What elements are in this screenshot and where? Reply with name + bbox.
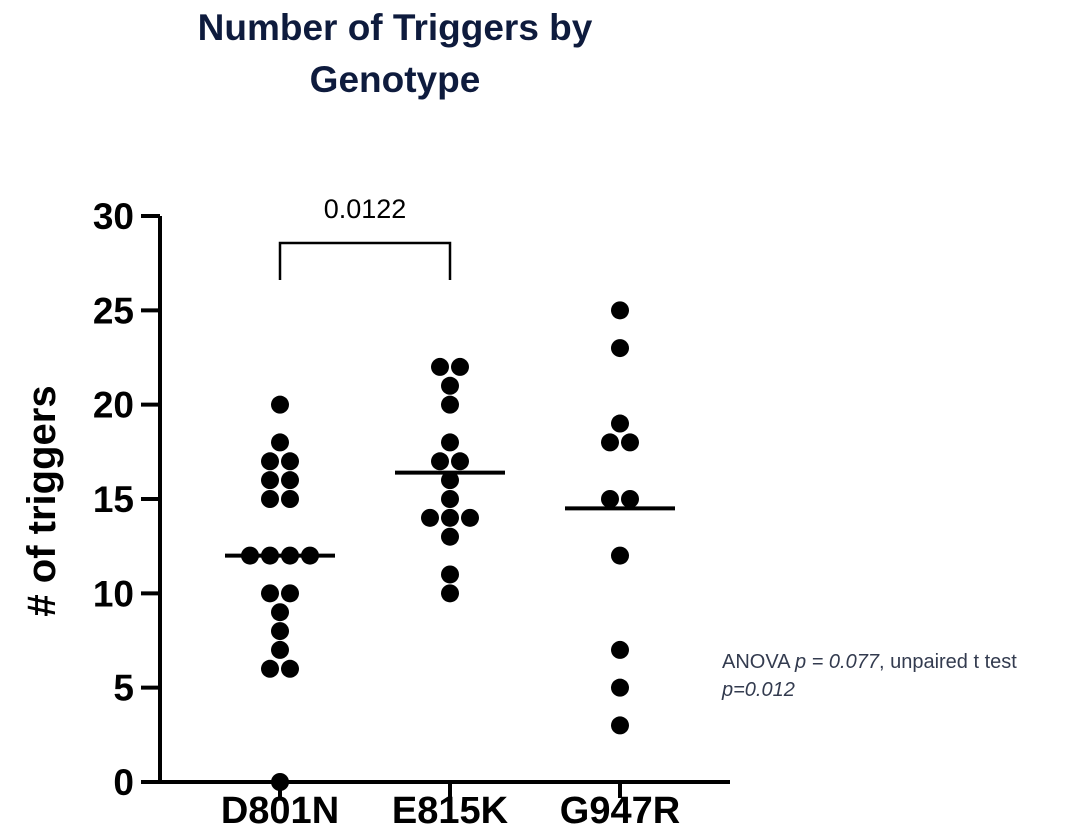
data-point-d801n xyxy=(281,659,299,678)
chart-title-line-2: Genotype xyxy=(309,59,481,100)
data-point-g947r xyxy=(621,433,639,452)
note-ttest-value: p=0.012 xyxy=(722,679,795,701)
data-point-g947r xyxy=(611,414,629,433)
data-point-d801n xyxy=(281,490,299,508)
data-point-e815k xyxy=(421,508,439,527)
y-axis-label: # of triggers xyxy=(20,385,64,616)
data-point-e815k xyxy=(461,508,479,527)
data-point-e815k xyxy=(441,527,459,546)
data-point-d801n xyxy=(271,433,289,452)
chart-title-line-1: Number of Triggers by xyxy=(197,7,593,48)
data-point-g947r xyxy=(611,546,629,565)
y-axis: 0 5 10 15 20 25 30 xyxy=(93,196,162,803)
x-axis: D801N E815K G947R xyxy=(158,780,730,832)
data-point-e815k xyxy=(441,508,459,527)
y-tick-label: 0 xyxy=(113,762,134,803)
note-p-symbol: p xyxy=(795,651,807,673)
data-point-e815k xyxy=(451,452,469,471)
y-tick-label: 20 xyxy=(93,385,134,426)
data-point-g947r xyxy=(601,490,619,508)
y-tick-label: 30 xyxy=(93,196,134,237)
data-point-d801n xyxy=(271,395,289,414)
data-point-d801n xyxy=(261,471,279,490)
data-point-g947r xyxy=(621,490,639,508)
data-point-d801n xyxy=(271,773,289,791)
data-point-d801n xyxy=(281,471,299,490)
data-point-e815k xyxy=(451,357,469,376)
data-point-e815k xyxy=(441,471,459,490)
data-point-d801n xyxy=(261,659,279,678)
data-point-g947r xyxy=(611,301,629,320)
comparison-bracket: 0.0122 xyxy=(278,194,452,280)
data-point-e815k xyxy=(441,395,459,414)
data-point-e815k xyxy=(431,357,449,376)
chart-title: Number of Triggers by Genotype xyxy=(125,2,665,106)
data-point-d801n xyxy=(271,603,289,622)
data-point-g947r xyxy=(601,433,619,452)
data-point-g947r xyxy=(611,716,629,735)
note-anova: ANOVA xyxy=(722,651,795,673)
p-value-label: 0.0122 xyxy=(324,194,407,224)
data-point-e815k xyxy=(441,490,459,508)
data-point-d801n xyxy=(271,640,289,659)
data-point-d801n xyxy=(281,584,299,603)
x-tick-label: E815K xyxy=(392,790,509,832)
data-point-e815k xyxy=(441,433,459,452)
data-point-e815k xyxy=(441,376,459,395)
y-tick-label: 25 xyxy=(93,290,134,331)
data-point-e815k xyxy=(441,584,459,603)
data-point-d801n xyxy=(281,452,299,471)
data-point-d801n xyxy=(271,622,289,641)
statistics-note: ANOVA p = 0.077, unpaired t test p=0.012 xyxy=(722,648,1082,704)
y-tick-label: 5 xyxy=(113,668,134,709)
data-point-e815k xyxy=(441,565,459,584)
note-ttest: , unpaired t test xyxy=(878,651,1017,673)
y-tick-label: 15 xyxy=(93,479,134,520)
data-point-g947r xyxy=(611,339,629,358)
data-point-e815k xyxy=(431,452,449,471)
data-point-g947r xyxy=(611,640,629,659)
data-point-d801n xyxy=(261,452,279,471)
median-lines xyxy=(225,470,675,558)
data-point-g947r xyxy=(611,678,629,697)
data-points xyxy=(241,301,639,791)
x-tick-label: D801N xyxy=(221,790,339,832)
data-point-d801n xyxy=(261,490,279,508)
x-tick-label: G947R xyxy=(560,790,680,832)
bracket-line xyxy=(278,241,452,280)
data-point-d801n xyxy=(261,584,279,603)
note-anova-value: = 0.077 xyxy=(806,651,879,673)
y-tick-label: 10 xyxy=(93,573,134,614)
